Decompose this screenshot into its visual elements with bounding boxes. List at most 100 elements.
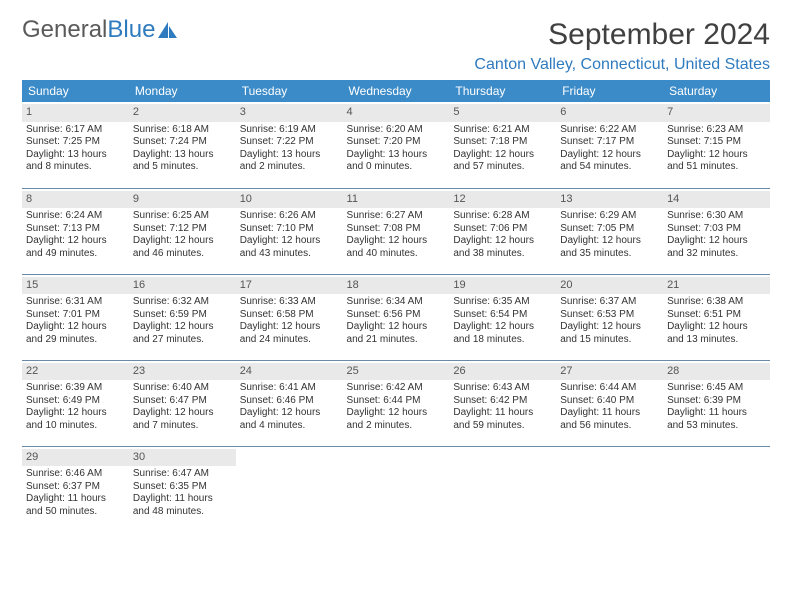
day-number: 2 bbox=[129, 104, 236, 122]
daylight-line: Daylight: 12 hours and 38 minutes. bbox=[453, 235, 552, 260]
sunrise-line: Sunrise: 6:34 AM bbox=[347, 296, 446, 309]
day-number: 23 bbox=[129, 363, 236, 381]
calendar-day-cell: 14Sunrise: 6:30 AMSunset: 7:03 PMDayligh… bbox=[663, 188, 770, 274]
day-number: 25 bbox=[343, 363, 450, 381]
calendar-day-cell: 13Sunrise: 6:29 AMSunset: 7:05 PMDayligh… bbox=[556, 188, 663, 274]
day-number: 16 bbox=[129, 277, 236, 295]
daylight-line: Daylight: 11 hours and 56 minutes. bbox=[560, 407, 659, 432]
sunset-line: Sunset: 7:08 PM bbox=[347, 223, 446, 236]
sunset-line: Sunset: 6:54 PM bbox=[453, 309, 552, 322]
day-number: 8 bbox=[22, 191, 129, 209]
day-number: 3 bbox=[236, 104, 343, 122]
sunrise-line: Sunrise: 6:42 AM bbox=[347, 382, 446, 395]
day-number: 13 bbox=[556, 191, 663, 209]
sunset-line: Sunset: 7:13 PM bbox=[26, 223, 125, 236]
sunset-line: Sunset: 6:35 PM bbox=[133, 481, 232, 494]
sunset-line: Sunset: 7:25 PM bbox=[26, 136, 125, 149]
calendar-day-cell: 21Sunrise: 6:38 AMSunset: 6:51 PMDayligh… bbox=[663, 274, 770, 360]
day-number: 18 bbox=[343, 277, 450, 295]
sunset-line: Sunset: 7:05 PM bbox=[560, 223, 659, 236]
sunset-line: Sunset: 7:17 PM bbox=[560, 136, 659, 149]
sunrise-line: Sunrise: 6:21 AM bbox=[453, 124, 552, 137]
calendar-day-cell: 23Sunrise: 6:40 AMSunset: 6:47 PMDayligh… bbox=[129, 360, 236, 446]
logo-text-1: General bbox=[22, 18, 107, 42]
weekday-header-cell: Saturday bbox=[663, 80, 770, 102]
calendar-day-cell: 17Sunrise: 6:33 AMSunset: 6:58 PMDayligh… bbox=[236, 274, 343, 360]
calendar-week-row: 15Sunrise: 6:31 AMSunset: 7:01 PMDayligh… bbox=[22, 274, 770, 360]
sunrise-line: Sunrise: 6:35 AM bbox=[453, 296, 552, 309]
calendar-page: GeneralBlue September 2024 Canton Valley… bbox=[0, 0, 792, 550]
sunrise-line: Sunrise: 6:44 AM bbox=[560, 382, 659, 395]
calendar-day-cell: 7Sunrise: 6:23 AMSunset: 7:15 PMDaylight… bbox=[663, 102, 770, 188]
daylight-line: Daylight: 13 hours and 5 minutes. bbox=[133, 149, 232, 174]
month-title: September 2024 bbox=[474, 18, 770, 52]
location: Canton Valley, Connecticut, United State… bbox=[474, 56, 770, 74]
sunrise-line: Sunrise: 6:41 AM bbox=[240, 382, 339, 395]
calendar-day-cell: 8Sunrise: 6:24 AMSunset: 7:13 PMDaylight… bbox=[22, 188, 129, 274]
calendar-day-cell: 5 Sunrise: 6:21 AMSunset: 7:18 PMDaylight… bbox=[449, 102, 556, 188]
weekday-header-cell: Sunday bbox=[22, 80, 129, 102]
calendar-day-cell: 27Sunrise: 6:44 AMSunset: 6:40 PMDayligh… bbox=[556, 360, 663, 446]
calendar-day-cell: 15Sunrise: 6:31 AMSunset: 7:01 PMDayligh… bbox=[22, 274, 129, 360]
sunset-line: Sunset: 6:40 PM bbox=[560, 395, 659, 408]
calendar-week-row: 22Sunrise: 6:39 AMSunset: 6:49 PMDayligh… bbox=[22, 360, 770, 446]
day-number: 17 bbox=[236, 277, 343, 295]
daylight-line: Daylight: 11 hours and 50 minutes. bbox=[26, 493, 125, 518]
calendar-day-cell: 24Sunrise: 6:41 AMSunset: 6:46 PMDayligh… bbox=[236, 360, 343, 446]
daylight-line: Daylight: 12 hours and 57 minutes. bbox=[453, 149, 552, 174]
sunset-line: Sunset: 6:42 PM bbox=[453, 395, 552, 408]
sunrise-line: Sunrise: 6:25 AM bbox=[133, 210, 232, 223]
sunrise-line: Sunrise: 6:23 AM bbox=[667, 124, 766, 137]
calendar-day-cell: 3Sunrise: 6:19 AMSunset: 7:22 PMDaylight… bbox=[236, 102, 343, 188]
daylight-line: Daylight: 12 hours and 10 minutes. bbox=[26, 407, 125, 432]
weekday-header-cell: Tuesday bbox=[236, 80, 343, 102]
sunset-line: Sunset: 7:01 PM bbox=[26, 309, 125, 322]
header: GeneralBlue September 2024 Canton Valley… bbox=[22, 18, 770, 74]
calendar-week-row: 8Sunrise: 6:24 AMSunset: 7:13 PMDaylight… bbox=[22, 188, 770, 274]
calendar-day-cell: 18Sunrise: 6:34 AMSunset: 6:56 PMDayligh… bbox=[343, 274, 450, 360]
sunset-line: Sunset: 7:24 PM bbox=[133, 136, 232, 149]
sunset-line: Sunset: 7:20 PM bbox=[347, 136, 446, 149]
sunset-line: Sunset: 6:39 PM bbox=[667, 395, 766, 408]
sunrise-line: Sunrise: 6:18 AM bbox=[133, 124, 232, 137]
daylight-line: Daylight: 12 hours and 4 minutes. bbox=[240, 407, 339, 432]
calendar-day-cell: 25Sunrise: 6:42 AMSunset: 6:44 PMDayligh… bbox=[343, 360, 450, 446]
sunset-line: Sunset: 6:47 PM bbox=[133, 395, 232, 408]
day-number: 24 bbox=[236, 363, 343, 381]
daylight-line: Daylight: 13 hours and 0 minutes. bbox=[347, 149, 446, 174]
day-number: 22 bbox=[22, 363, 129, 381]
daylight-line: Daylight: 12 hours and 32 minutes. bbox=[667, 235, 766, 260]
calendar-day-cell: 6Sunrise: 6:22 AMSunset: 7:17 PMDaylight… bbox=[556, 102, 663, 188]
day-number: 14 bbox=[663, 191, 770, 209]
day-number: 15 bbox=[22, 277, 129, 295]
daylight-line: Daylight: 12 hours and 43 minutes. bbox=[240, 235, 339, 260]
sunrise-line: Sunrise: 6:45 AM bbox=[667, 382, 766, 395]
calendar-day-cell bbox=[343, 446, 450, 532]
daylight-line: Daylight: 12 hours and 29 minutes. bbox=[26, 321, 125, 346]
sunset-line: Sunset: 7:18 PM bbox=[453, 136, 552, 149]
sunset-line: Sunset: 7:12 PM bbox=[133, 223, 232, 236]
calendar-day-cell: 29Sunrise: 6:46 AMSunset: 6:37 PMDayligh… bbox=[22, 446, 129, 532]
sunrise-line: Sunrise: 6:28 AM bbox=[453, 210, 552, 223]
day-number: 21 bbox=[663, 277, 770, 295]
daylight-line: Daylight: 12 hours and 46 minutes. bbox=[133, 235, 232, 260]
sunset-line: Sunset: 6:37 PM bbox=[26, 481, 125, 494]
daylight-line: Daylight: 12 hours and 27 minutes. bbox=[133, 321, 232, 346]
day-number: 12 bbox=[449, 191, 556, 209]
weekday-header-cell: Friday bbox=[556, 80, 663, 102]
day-number: 20 bbox=[556, 277, 663, 295]
daylight-line: Daylight: 12 hours and 35 minutes. bbox=[560, 235, 659, 260]
day-number: 11 bbox=[343, 191, 450, 209]
daylight-line: Daylight: 12 hours and 13 minutes. bbox=[667, 321, 766, 346]
calendar-day-cell: 19Sunrise: 6:35 AMSunset: 6:54 PMDayligh… bbox=[449, 274, 556, 360]
day-number: 5 bbox=[449, 104, 556, 122]
daylight-line: Daylight: 12 hours and 24 minutes. bbox=[240, 321, 339, 346]
sunrise-line: Sunrise: 6:17 AM bbox=[26, 124, 125, 137]
sunset-line: Sunset: 6:58 PM bbox=[240, 309, 339, 322]
weekday-header: SundayMondayTuesdayWednesdayThursdayFrid… bbox=[22, 80, 770, 102]
calendar-day-cell: 12Sunrise: 6:28 AMSunset: 7:06 PMDayligh… bbox=[449, 188, 556, 274]
calendar-day-cell: 1Sunrise: 6:17 AMSunset: 7:25 PMDaylight… bbox=[22, 102, 129, 188]
daylight-line: Daylight: 12 hours and 51 minutes. bbox=[667, 149, 766, 174]
sunrise-line: Sunrise: 6:20 AM bbox=[347, 124, 446, 137]
sunset-line: Sunset: 7:06 PM bbox=[453, 223, 552, 236]
